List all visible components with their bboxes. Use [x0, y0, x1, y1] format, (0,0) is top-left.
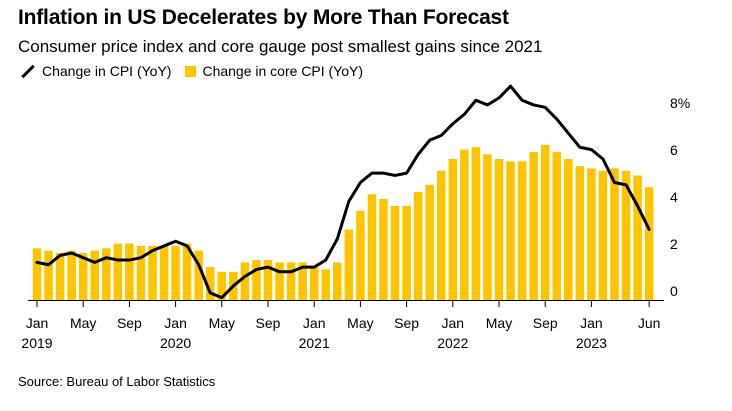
x-tick-label: May	[70, 315, 96, 331]
x-tick-year-label: 2019	[21, 335, 52, 351]
bar-core-cpi	[413, 191, 423, 300]
legend-label-cpi: Change in CPI (YoY)	[42, 63, 172, 79]
bar-core-cpi	[321, 269, 330, 300]
y-tick-label: 6	[670, 142, 678, 158]
chart-subtitle: Consumer price index and core gauge post…	[18, 37, 543, 56]
legend: Change in CPI (YoY) Change in core CPI (…	[18, 63, 377, 79]
x-tick-label: May	[209, 315, 235, 331]
x-tick-label: Jan	[442, 315, 465, 331]
bar-core-cpi	[217, 271, 227, 300]
bar-core-cpi	[44, 250, 53, 300]
x-tick-year-label: 2020	[160, 335, 191, 351]
x-tick-label: Sep	[117, 315, 142, 331]
bar-core-cpi	[263, 260, 273, 300]
x-tick-label: Sep	[394, 315, 419, 331]
bar-core-cpi	[437, 170, 446, 300]
bar-core-cpi	[517, 161, 527, 300]
x-tick-year-label: 2023	[576, 335, 607, 351]
bar-core-cpi	[252, 260, 261, 300]
bar-core-cpi	[540, 144, 550, 300]
bar-core-cpi	[102, 248, 111, 300]
x-tick-label: Jan	[164, 315, 187, 331]
y-tick-label: 2	[670, 236, 678, 252]
bar-core-cpi	[90, 250, 99, 300]
bar-core-cpi	[587, 168, 596, 300]
bar-core-cpi	[471, 147, 481, 300]
legend-item-cpi: Change in CPI (YoY)	[18, 63, 171, 79]
x-tick-year-label: 2022	[437, 335, 468, 351]
bar-core-cpi	[494, 159, 504, 300]
x-tick-label: Sep	[256, 315, 281, 331]
bar-core-cpi	[506, 161, 515, 300]
bar-core-cpi	[425, 184, 434, 300]
bar-core-cpi	[644, 187, 654, 300]
x-tick-label: Jan	[303, 315, 326, 331]
chart-title: Inflation in US Decelerates by More Than…	[18, 6, 509, 29]
x-tick-year-label: 2021	[299, 335, 330, 351]
bar-core-cpi	[32, 248, 42, 300]
bar-core-cpi	[529, 151, 538, 300]
bar-core-cpi	[333, 262, 342, 300]
bar-core-cpi	[298, 262, 307, 300]
bar-core-cpi	[552, 151, 561, 300]
x-tick-label: May	[486, 315, 512, 331]
x-tick-label: Jan	[26, 315, 49, 331]
bar-core-cpi	[598, 170, 608, 300]
bar-core-cpi	[275, 262, 284, 300]
y-tick-label: 0	[670, 283, 678, 299]
bar-core-cpi	[633, 175, 642, 300]
bar-core-cpi	[240, 262, 250, 300]
bar-core-cpi	[390, 206, 400, 300]
bar-core-cpi	[564, 159, 573, 300]
bar-core-cpi	[621, 170, 631, 300]
bar-core-cpi	[55, 253, 65, 300]
bar-core-cpi	[194, 250, 203, 300]
bar-core-cpi	[113, 243, 123, 300]
bar-core-cpi	[309, 267, 319, 300]
x-tick-label: May	[347, 315, 373, 331]
bar-core-cpi	[402, 206, 411, 300]
bar-core-cpi	[575, 166, 585, 300]
bar-core-cpi	[67, 250, 76, 300]
bar-core-cpi	[182, 243, 192, 300]
bar-core-cpi	[125, 243, 134, 300]
bar-core-cpi	[136, 245, 146, 300]
x-tick-label: Jun	[638, 315, 661, 331]
bar-core-cpi	[344, 229, 354, 300]
bar-core-cpi	[148, 245, 157, 300]
y-tick-label: 4	[670, 189, 678, 205]
source-note: Source: Bureau of Labor Statistics	[18, 374, 216, 389]
bar-core-cpi	[483, 154, 492, 300]
bar-core-cpi	[206, 267, 215, 300]
legend-item-core-cpi: Change in core CPI (YoY)	[185, 63, 363, 79]
bar-core-cpi	[356, 210, 365, 300]
x-tick-label: Sep	[533, 315, 558, 331]
bar-core-cpi	[367, 194, 377, 300]
bar-core-cpi	[286, 262, 296, 300]
bar-core-cpi	[610, 168, 619, 300]
line-cpi	[35, 84, 651, 300]
bar-core-cpi	[78, 253, 88, 300]
x-tick-label: Jan	[580, 315, 603, 331]
bar-core-cpi	[460, 149, 469, 300]
bar-core-cpi	[171, 245, 180, 300]
legend-bar-swatch	[185, 65, 197, 77]
bar-core-cpi	[159, 245, 169, 300]
y-tick-label: 8%	[670, 95, 690, 111]
bar-core-cpi	[379, 198, 388, 300]
legend-label-core-cpi: Change in core CPI (YoY)	[202, 63, 364, 79]
bar-core-cpi	[448, 159, 458, 300]
